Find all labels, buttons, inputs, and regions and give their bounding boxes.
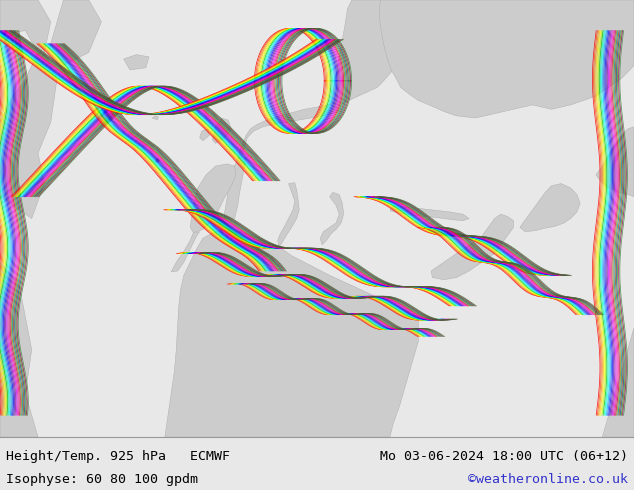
Text: Mo 03-06-2024 18:00 UTC (06+12): Mo 03-06-2024 18:00 UTC (06+12)	[380, 450, 628, 464]
Text: Isophyse: 60 80 100 gpdm: Isophyse: 60 80 100 gpdm	[6, 473, 198, 486]
Text: ©weatheronline.co.uk: ©weatheronline.co.uk	[468, 473, 628, 486]
Text: Height/Temp. 925 hPa   ECMWF: Height/Temp. 925 hPa ECMWF	[6, 450, 230, 464]
